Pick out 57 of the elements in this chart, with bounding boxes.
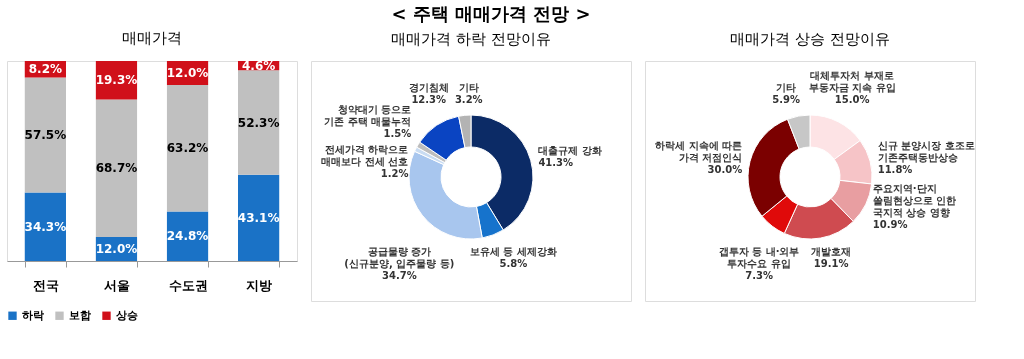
data-label: 12.0% — [95, 242, 138, 256]
chart-title: 매매가격 상승 전망이유 — [730, 30, 890, 48]
data-label: 41.3% — [538, 157, 574, 169]
slice-label: 대출규제 강화 — [538, 145, 602, 157]
slice-label: 대체투자처 부재로 부동자금 지속 유입 — [808, 70, 896, 93]
slice-label: 주요지역·단지 쏠림현상으로 인한 국지적 상승 영향 — [872, 182, 957, 218]
data-label: 5.9% — [772, 94, 801, 105]
data-label: 57.5% — [24, 127, 67, 142]
data-label: 8.2% — [28, 62, 63, 77]
slice-label: 보유세 등 세제강화 — [469, 246, 557, 257]
legend-label: 보합 — [69, 308, 91, 322]
data-label: 19.1% — [813, 258, 849, 269]
data-label: 63.2% — [166, 141, 209, 156]
data-label: 12.0% — [166, 66, 209, 80]
data-label: 15.0% — [834, 94, 870, 105]
slice-label: 기타 — [458, 82, 479, 93]
data-label: 24.8% — [166, 229, 209, 244]
bar — [24, 192, 66, 261]
legend-label: 하락 — [22, 308, 44, 322]
bar — [24, 77, 66, 193]
x-tick-label: 지방 — [246, 277, 273, 293]
bar — [95, 99, 138, 237]
slice-label: 갭투자 등 내·외부 투자수요 유입 — [718, 246, 800, 269]
data-label: 10.9% — [872, 218, 908, 230]
text: < 주택 매매가격 전망 > — [391, 3, 591, 25]
data-label: 52.3% — [237, 115, 280, 130]
data-label: 7.3% — [745, 270, 773, 281]
chart-title: 매매가격 — [122, 28, 182, 47]
data-label: 68.7% — [95, 161, 138, 176]
slice-label: 공급물량 증가 (신규분양, 입주물량 등) — [344, 246, 455, 269]
data-label: 5.8% — [499, 258, 528, 269]
data-label: 43.1% — [237, 210, 280, 225]
data-label: 34.7% — [381, 270, 417, 281]
x-tick-label: 서울 — [103, 277, 130, 293]
slice-label: 개발호재 — [811, 246, 852, 257]
bar — [166, 85, 209, 212]
data-label: 3.2% — [454, 94, 483, 105]
data-label: 30.0% — [707, 164, 743, 176]
bar — [238, 174, 280, 261]
data-label: 34.3% — [24, 219, 67, 234]
data-label: 12.3% — [411, 94, 447, 105]
slice-label: 청약대기 등으로 기존 주택 매물누적 — [324, 104, 412, 128]
x-tick-label: 수도권 — [168, 277, 208, 293]
slice-label: 전세가격 하락으로 매매보다 전세 선호 — [321, 144, 409, 168]
slice-label: 신규 분양시장 호조로 기존주택동반상승 — [877, 140, 975, 164]
slice-label: 경기침체 — [408, 82, 449, 93]
data-label: 11.8% — [877, 164, 913, 176]
bar — [238, 70, 280, 175]
data-label: 4.6% — [241, 58, 276, 73]
slice-label: 기타 — [776, 82, 797, 93]
x-tick-label: 전국 — [32, 277, 59, 293]
data-label: 1.2% — [380, 168, 409, 180]
data-label: 1.5% — [383, 128, 412, 140]
slice-label: 하락세 지속에 따른 가격 저점인식 — [655, 140, 743, 164]
legend-label: 상승 — [116, 308, 138, 322]
data-label: 19.3% — [95, 73, 138, 88]
chart-title: 매매가격 하락 전망이유 — [391, 30, 551, 48]
